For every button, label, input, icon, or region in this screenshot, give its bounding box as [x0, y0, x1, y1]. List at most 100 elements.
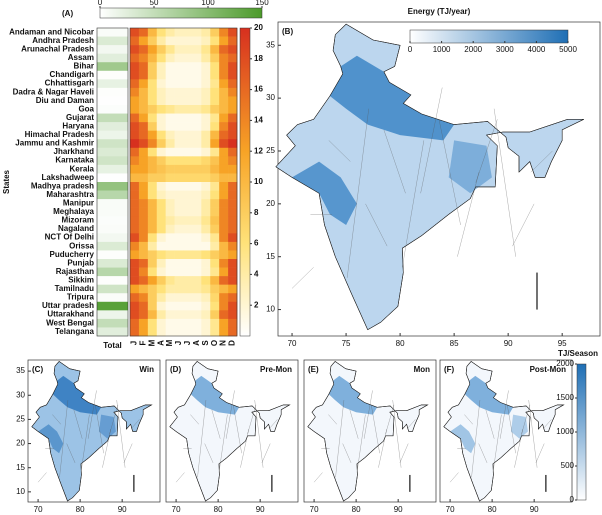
heat-cell — [201, 28, 211, 37]
heat-cell — [156, 284, 166, 294]
heat-cell — [201, 36, 211, 46]
heat-cell — [183, 87, 193, 97]
heat-cell — [201, 190, 211, 200]
heat-cell — [183, 207, 193, 217]
district-line — [268, 419, 278, 430]
district-line — [37, 472, 47, 483]
heat-cell — [156, 318, 166, 328]
heat-cell — [183, 267, 193, 277]
heat-cell — [228, 241, 238, 251]
heat-cell — [183, 199, 193, 208]
heat-cell — [228, 301, 238, 311]
colorbar-tick-label: 10 — [254, 177, 263, 186]
y-tick-label: 35 — [16, 366, 25, 375]
heat-cell — [219, 53, 229, 63]
heat-cell — [228, 130, 238, 140]
heat-cell — [130, 241, 140, 251]
heat-cell — [228, 233, 238, 243]
heat-cell — [219, 173, 229, 183]
heat-cell — [130, 301, 140, 311]
heat-cell — [219, 105, 229, 114]
x-tick-label: 80 — [76, 505, 85, 514]
heat-cell — [201, 156, 211, 166]
heat-cell — [130, 173, 140, 183]
heat-cell — [228, 293, 238, 303]
district-line — [530, 150, 553, 173]
heat-cell — [192, 190, 202, 200]
heat-cell — [219, 284, 229, 294]
heat-cell — [138, 284, 149, 294]
heat-cell — [156, 53, 166, 63]
state-label: Gujarat — [66, 113, 94, 122]
heat-cell — [192, 130, 202, 140]
x-tick-label: 80 — [214, 505, 223, 514]
heat-cell — [130, 122, 140, 131]
state-label: NCT Of Delhi — [45, 233, 94, 242]
district-line — [73, 409, 83, 439]
heat-cell — [192, 147, 202, 157]
heat-cell — [219, 139, 229, 149]
state-label: Arunachal Pradesh — [21, 44, 94, 53]
heat-cell — [228, 53, 238, 63]
heat-cell — [147, 241, 158, 251]
heat-cell — [174, 62, 184, 72]
heat-cell — [138, 122, 149, 131]
heat-cell — [183, 139, 193, 149]
heat-cell — [130, 190, 140, 200]
total-cell — [97, 130, 128, 140]
heat-cell — [156, 327, 166, 337]
heat-cell — [165, 267, 175, 277]
heat-cell — [228, 182, 238, 191]
heat-cell — [228, 250, 238, 260]
month-label: N — [219, 340, 228, 346]
total-cell — [97, 310, 128, 320]
heat-cell — [183, 293, 193, 303]
state-label: Tamilnadu — [55, 284, 95, 293]
heat-cell — [130, 293, 140, 303]
total-cell — [97, 276, 128, 285]
total-cell — [97, 79, 128, 89]
heat-cell — [130, 284, 140, 294]
district-line — [499, 390, 509, 439]
heat-cell — [192, 28, 202, 37]
state-label: Jharkhand — [54, 147, 95, 156]
heat-cell — [130, 233, 140, 243]
heat-cell — [130, 147, 140, 157]
state-label: Meghalaya — [53, 207, 94, 216]
district-shade — [52, 375, 102, 415]
islands — [271, 474, 273, 492]
heat-cell — [156, 207, 166, 217]
india-border — [443, 360, 565, 502]
heat-cell — [147, 318, 158, 328]
heat-cell — [174, 267, 184, 277]
total-cell — [97, 87, 128, 97]
district-line — [102, 429, 111, 468]
heat-cell — [183, 113, 193, 123]
heat-cell — [192, 62, 202, 72]
heat-cell — [138, 113, 149, 123]
heat-cell — [219, 182, 229, 191]
heat-cell — [174, 130, 184, 140]
colorbar-tick-label: 5000 — [559, 45, 577, 54]
heat-cell — [219, 207, 229, 217]
panel-label: (F) — [444, 365, 455, 374]
heat-cell — [192, 284, 202, 294]
heat-cell — [156, 96, 166, 106]
district-line — [399, 443, 409, 463]
heat-cell — [156, 87, 166, 97]
heat-cell — [219, 156, 229, 166]
heat-cell — [210, 250, 220, 260]
state-label: Chandigarh — [50, 70, 95, 79]
y-tick-label: 30 — [16, 390, 25, 399]
heat-cell — [219, 147, 229, 157]
district-line — [485, 409, 495, 439]
heat-cell — [165, 70, 175, 80]
heat-cell — [183, 241, 193, 251]
heat-cell — [192, 182, 202, 191]
heat-cell — [165, 301, 175, 311]
colorbar-tick-label: 4 — [254, 270, 259, 279]
heat-cell — [210, 130, 220, 140]
total-cell — [97, 293, 128, 303]
heat-cell — [219, 199, 229, 208]
